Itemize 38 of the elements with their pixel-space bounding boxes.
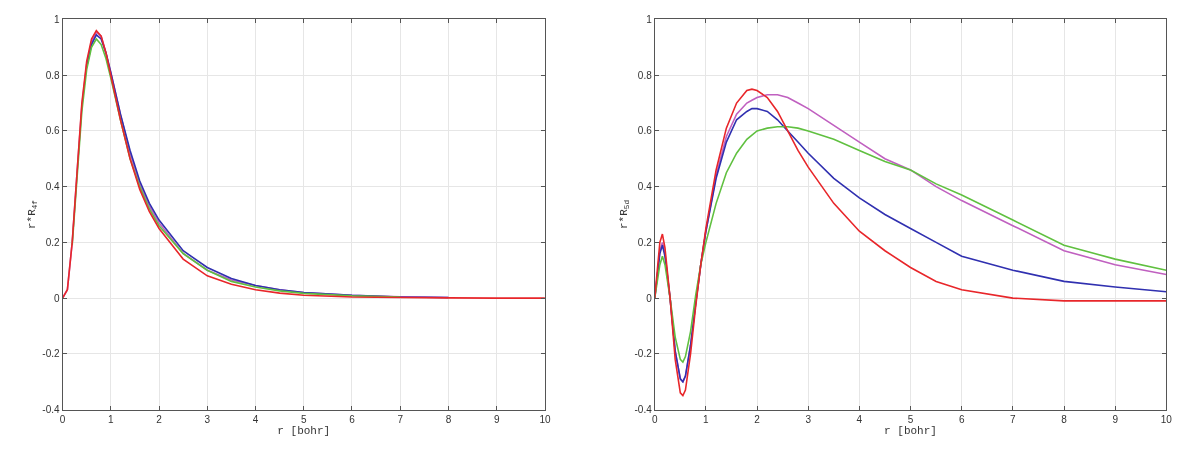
x-tick-label: 5 [300,413,307,425]
y-tick-label: 0.6 [45,125,60,137]
x-tick-label: 4 [252,413,259,425]
x-tick-label: 4 [856,413,863,425]
y-tick-label: 0.2 [637,236,653,248]
x-tick-label: 6 [349,413,356,425]
x-tick-label: 7 [397,413,404,425]
y-tick-label: 1 [54,13,60,25]
y-tick-label: -0.2 [634,348,653,360]
x-tick-label: 2 [156,413,163,425]
x-tick-label: 10 [539,413,551,425]
x-tick-label: 2 [754,413,761,425]
x-axis-title: r [bohr] [277,424,331,437]
x-tick-label: 3 [204,413,211,425]
x-tick-label: 1 [108,413,115,425]
y-tick-label: -0.2 [42,348,60,360]
x-tick-label: 5 [907,413,914,425]
x-tick-label: 3 [805,413,812,425]
y-tick-label: 0 [54,292,60,304]
y-tick-label: 0.6 [637,125,653,137]
y-tick-label: 0.8 [45,69,60,81]
x-tick-label: 7 [1010,413,1017,425]
x-axis-title: r [bohr] [884,424,937,437]
y-tick-label: -0.4 [42,404,60,416]
x-tick-label: 8 [1061,413,1068,425]
y-tick-label: 0.2 [45,236,60,248]
x-tick-label: 10 [1160,413,1173,425]
y-tick-label: -0.4 [634,404,653,416]
y-tick-label: 0.4 [45,181,60,193]
y-tick-label: 0 [646,292,653,304]
x-tick-label: 8 [445,413,452,425]
y-tick-label: 0.8 [637,69,653,81]
x-tick-label: 9 [1112,413,1119,425]
x-tick-label: 9 [493,413,500,425]
x-tick-label: 1 [703,413,710,425]
x-tick-label: 6 [958,413,965,425]
y-tick-label: 0.4 [637,181,653,193]
y-tick-label: 1 [646,13,653,25]
